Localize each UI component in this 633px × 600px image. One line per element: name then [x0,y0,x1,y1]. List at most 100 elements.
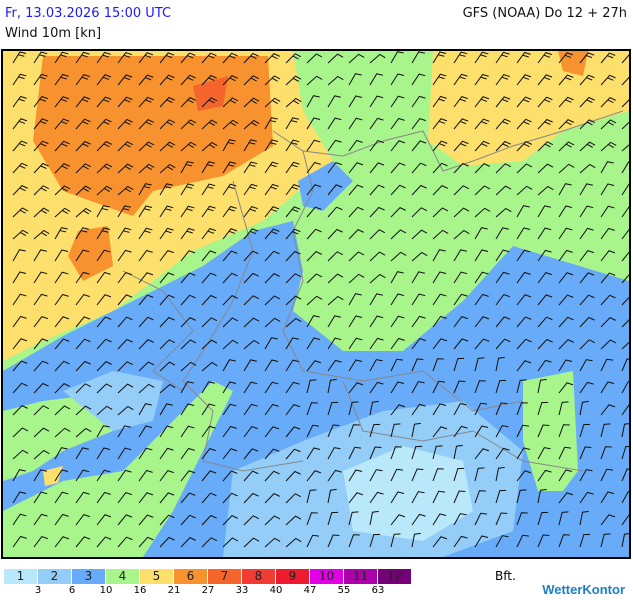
wind-barb [327,295,344,306]
wind-barb [369,206,385,218]
wind-barb [327,401,339,416]
wind-barb [621,99,629,108]
wind-barb [222,250,238,262]
wind-barb [453,425,468,438]
wind-barb [453,162,469,174]
wind-barb [390,423,401,438]
wind-barb [453,490,466,504]
wind-barb [495,227,509,240]
wind-barb [432,426,448,438]
wind-barb [348,293,362,306]
wind-barb [54,227,68,240]
wind-barb [33,207,50,218]
wind-barb [600,294,616,306]
wind-barb [117,425,131,438]
wind-barb [285,515,302,526]
wind-barb [327,139,342,152]
wind-barb [264,295,281,306]
wind-barb [516,424,530,438]
wind-barb [264,206,280,218]
wind-barb [390,184,406,196]
wind-barb [369,400,379,416]
wind-barb [180,317,196,328]
wind-barb [537,338,553,350]
wind-barb [411,338,426,350]
wind-barb [474,448,490,460]
region-bft4-e [523,371,578,491]
wind-barb [75,427,92,438]
wind-barb [12,513,27,526]
wind-barb [621,514,629,526]
wind-barb [117,316,133,328]
wind-barb [285,426,301,438]
legend-class-5: 5 [140,569,174,584]
wind-barb [327,511,339,526]
wind-barb [117,118,133,130]
wind-barb [12,207,29,218]
wind-barb [348,446,362,460]
wind-barb [537,52,552,64]
wind-barb [306,337,321,350]
wind-barb [327,117,342,130]
wind-barb [159,205,174,218]
wind-barb [474,380,486,394]
wind-barb [117,536,133,548]
wind-barb [495,512,508,526]
wind-barb [180,141,197,152]
wind-barb [75,227,89,240]
wind-barb [411,73,426,86]
wind-barb [96,294,112,306]
wind-barb [54,293,69,306]
wind-barb [180,361,197,372]
wind-barb [495,402,508,416]
wind-barb [327,53,344,64]
wind-barb [474,96,490,108]
wind-barb [600,272,616,284]
legend-class-3: 3 [72,569,106,584]
region-bft4-s [3,381,233,557]
wind-barb [138,227,153,240]
wind-barb [264,470,280,482]
wind-barb [285,97,302,108]
wind-barb [96,469,111,482]
wind-barb [621,319,629,328]
wind-barb [558,249,573,262]
wind-barb [12,535,27,548]
wind-barb [306,489,317,504]
wind-barb [390,229,407,240]
legend-threshold: 10 [99,585,113,596]
wind-barb [537,424,550,438]
wind-barb [138,492,154,504]
wind-barb [411,491,425,504]
wind-barb [12,73,27,86]
wind-barb [201,381,215,394]
wind-barb [600,52,616,64]
wind-barb [390,381,405,394]
wind-barb [96,383,113,394]
wind-barb [432,229,449,240]
wind-barb [432,51,447,64]
wind-barb [285,448,301,460]
wind-barb [159,361,176,372]
wind-barb [54,316,70,328]
wind-barb [159,339,176,350]
wind-barb [180,492,196,504]
wind-barb [201,361,218,372]
wind-barb [12,51,27,64]
wind-barb [369,491,384,504]
wind-barb [579,423,591,438]
wind-barb [537,359,552,372]
wind-barb [579,316,595,328]
wind-barb [12,382,28,394]
wind-barb [327,447,341,460]
legend-class-10: 10 [310,569,344,584]
wind-barb [201,403,216,416]
wind-barb [600,317,616,328]
wind-barb [411,381,425,394]
wind-barb [159,163,176,174]
wind-barb [33,51,48,64]
wind-barb [285,404,300,416]
wind-barb [558,52,574,64]
wind-barb [75,383,92,394]
wind-barb [558,316,574,328]
